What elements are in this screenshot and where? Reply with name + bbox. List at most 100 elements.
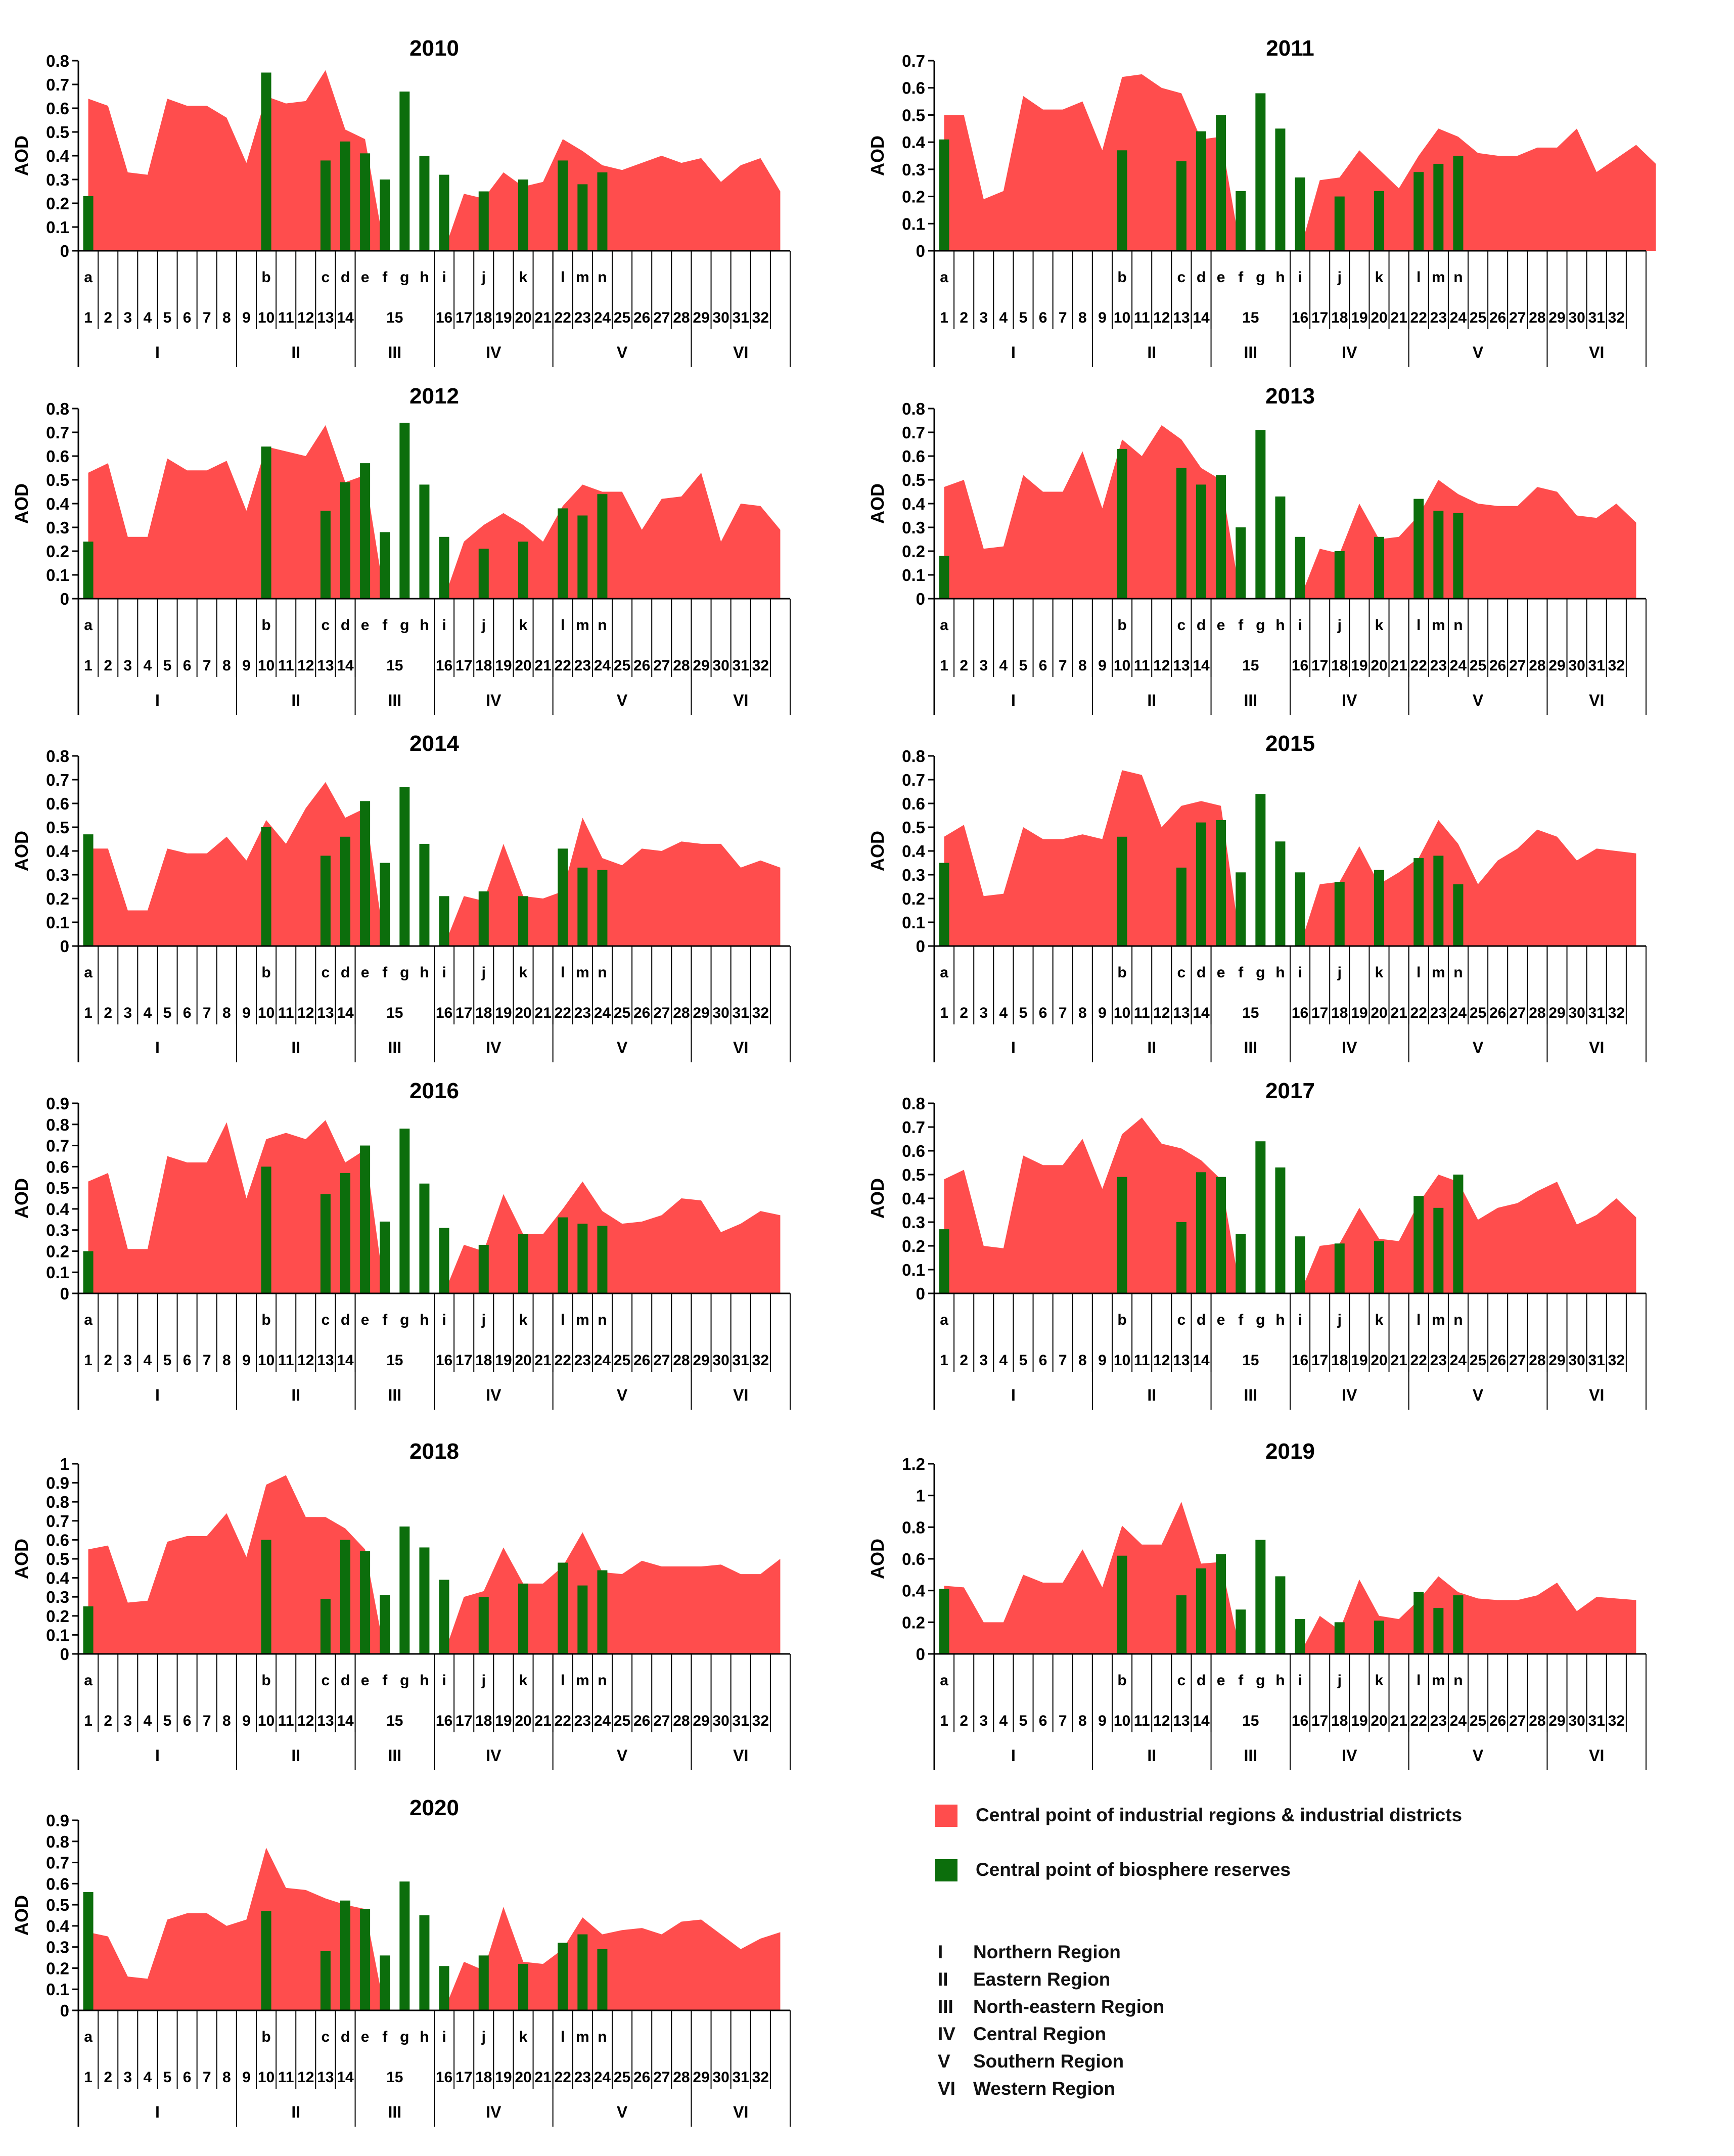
site-letter-label: k bbox=[519, 1672, 528, 1689]
site-letter-label: g bbox=[1256, 964, 1265, 981]
site-letter-label: e bbox=[361, 617, 370, 634]
y-tick-label: 0 bbox=[60, 2001, 69, 2020]
district-number-label: 1 bbox=[940, 1352, 948, 1369]
biosphere-bar bbox=[1236, 191, 1246, 251]
site-letter-label: e bbox=[361, 1312, 370, 1328]
site-letter-label: g bbox=[1256, 1672, 1265, 1689]
district-number-label: 1 bbox=[84, 1713, 93, 1729]
biosphere-bar bbox=[939, 556, 949, 599]
biosphere-bar bbox=[399, 1526, 410, 1654]
industrial-swatch bbox=[935, 1805, 957, 1827]
district-number-label: 20 bbox=[1371, 657, 1387, 674]
district-number-label: 31 bbox=[1588, 1713, 1605, 1729]
site-letter-label: m bbox=[576, 1312, 589, 1328]
biosphere-bar bbox=[1413, 1196, 1424, 1293]
biosphere-bar bbox=[399, 1129, 410, 1293]
biosphere-bar bbox=[558, 1217, 568, 1293]
district-number-label: 25 bbox=[614, 1352, 630, 1369]
y-tick-label: 0.1 bbox=[902, 214, 925, 233]
district-number-label: 28 bbox=[1529, 1352, 1545, 1369]
region-label: III bbox=[1244, 1386, 1257, 1404]
district-number-label: 21 bbox=[534, 1352, 551, 1369]
district-number-label: 11 bbox=[278, 309, 294, 326]
region-label: III bbox=[1244, 343, 1257, 362]
district-number-label: 15 bbox=[1242, 1005, 1259, 1021]
y-tick-label: 0.6 bbox=[46, 1874, 69, 1893]
district-number-label: 15 bbox=[1242, 1352, 1259, 1369]
site-letter-label: n bbox=[1453, 964, 1463, 981]
biosphere-bar bbox=[261, 1166, 271, 1293]
biosphere-bar bbox=[399, 787, 410, 946]
region-numeral: I bbox=[938, 1942, 943, 1962]
region-label: IV bbox=[1342, 691, 1357, 709]
biosphere-bar bbox=[380, 1221, 390, 1293]
biosphere-bar bbox=[1117, 836, 1127, 946]
y-tick-label: 0 bbox=[60, 1645, 69, 1664]
site-letter-label: l bbox=[561, 1672, 565, 1689]
y-tick-label: 0.3 bbox=[902, 1213, 925, 1232]
district-number-label: 16 bbox=[436, 309, 452, 326]
district-number-label: 7 bbox=[203, 309, 211, 326]
y-tick-label: 0.3 bbox=[902, 160, 925, 179]
site-letter-label: k bbox=[1375, 1672, 1384, 1689]
site-letter-label: i bbox=[1298, 1672, 1302, 1689]
district-number-label: 10 bbox=[1114, 309, 1130, 326]
y-tick-label: 0 bbox=[60, 937, 69, 956]
district-number-label: 15 bbox=[1242, 1713, 1259, 1729]
biosphere-bar bbox=[1236, 1234, 1246, 1293]
site-letter-label: i bbox=[442, 617, 446, 634]
district-number-label: 25 bbox=[614, 1713, 630, 1729]
district-number-label: 11 bbox=[278, 1352, 294, 1369]
district-number-label: 3 bbox=[979, 1352, 988, 1369]
district-number-label: 3 bbox=[979, 1005, 988, 1021]
biosphere-bar bbox=[1196, 484, 1206, 599]
region-label: I bbox=[1011, 1386, 1016, 1404]
site-letter-label: k bbox=[519, 1312, 528, 1328]
chart-title: 2016 bbox=[409, 1079, 459, 1103]
biosphere-bar bbox=[320, 1598, 331, 1654]
legend-label-industrial: Central point of industrial regions & in… bbox=[976, 1805, 1463, 1825]
district-number-label: 21 bbox=[534, 657, 551, 674]
district-number-label: 32 bbox=[1608, 1352, 1625, 1369]
site-letter-label: h bbox=[1275, 964, 1285, 981]
district-number-label: 2 bbox=[104, 2069, 112, 2086]
biosphere-bar bbox=[399, 92, 410, 251]
district-number-label: 9 bbox=[242, 657, 251, 674]
site-letter-label: c bbox=[322, 269, 330, 286]
site-letter-label: i bbox=[442, 964, 446, 981]
district-number-label: 4 bbox=[144, 2069, 152, 2086]
district-number-label: 3 bbox=[123, 1713, 132, 1729]
biosphere-bar bbox=[380, 179, 390, 251]
site-letter-label: i bbox=[1298, 617, 1302, 634]
site-letter-label: e bbox=[361, 2029, 370, 2045]
district-number-label: 5 bbox=[163, 2069, 172, 2086]
district-number-label: 8 bbox=[1078, 1352, 1087, 1369]
y-tick-label: 0.2 bbox=[902, 889, 925, 908]
district-number-label: 14 bbox=[1193, 1713, 1210, 1729]
site-letter-label: d bbox=[341, 1672, 350, 1689]
y-tick-label: 0.2 bbox=[46, 1959, 69, 1978]
district-number-label: 25 bbox=[1470, 1713, 1486, 1729]
region-label: II bbox=[291, 1746, 300, 1765]
biosphere-bar bbox=[320, 1194, 331, 1293]
district-number-label: 23 bbox=[574, 1713, 591, 1729]
district-number-label: 31 bbox=[733, 1713, 749, 1729]
biosphere-bar bbox=[320, 1951, 331, 2010]
biosphere-bar bbox=[1413, 499, 1424, 599]
district-number-label: 6 bbox=[1039, 1713, 1047, 1729]
district-number-label: 26 bbox=[633, 1713, 650, 1729]
y-tick-label: 0.5 bbox=[46, 471, 69, 489]
biosphere-bar bbox=[597, 1949, 608, 2010]
district-number-label: 18 bbox=[475, 657, 492, 674]
site-letter-label: b bbox=[261, 2029, 270, 2045]
district-number-label: 9 bbox=[242, 1352, 251, 1369]
district-number-label: 2 bbox=[104, 309, 112, 326]
site-letter-label: a bbox=[84, 617, 93, 634]
site-letter-label: d bbox=[341, 964, 350, 981]
biosphere-bar bbox=[419, 1915, 430, 2010]
biosphere-bar bbox=[518, 1964, 528, 2010]
region-key-row: II Eastern Region bbox=[938, 1969, 1164, 1996]
district-number-label: 11 bbox=[1134, 657, 1150, 674]
district-number-label: 4 bbox=[999, 657, 1008, 674]
district-number-label: 19 bbox=[495, 2069, 512, 2086]
